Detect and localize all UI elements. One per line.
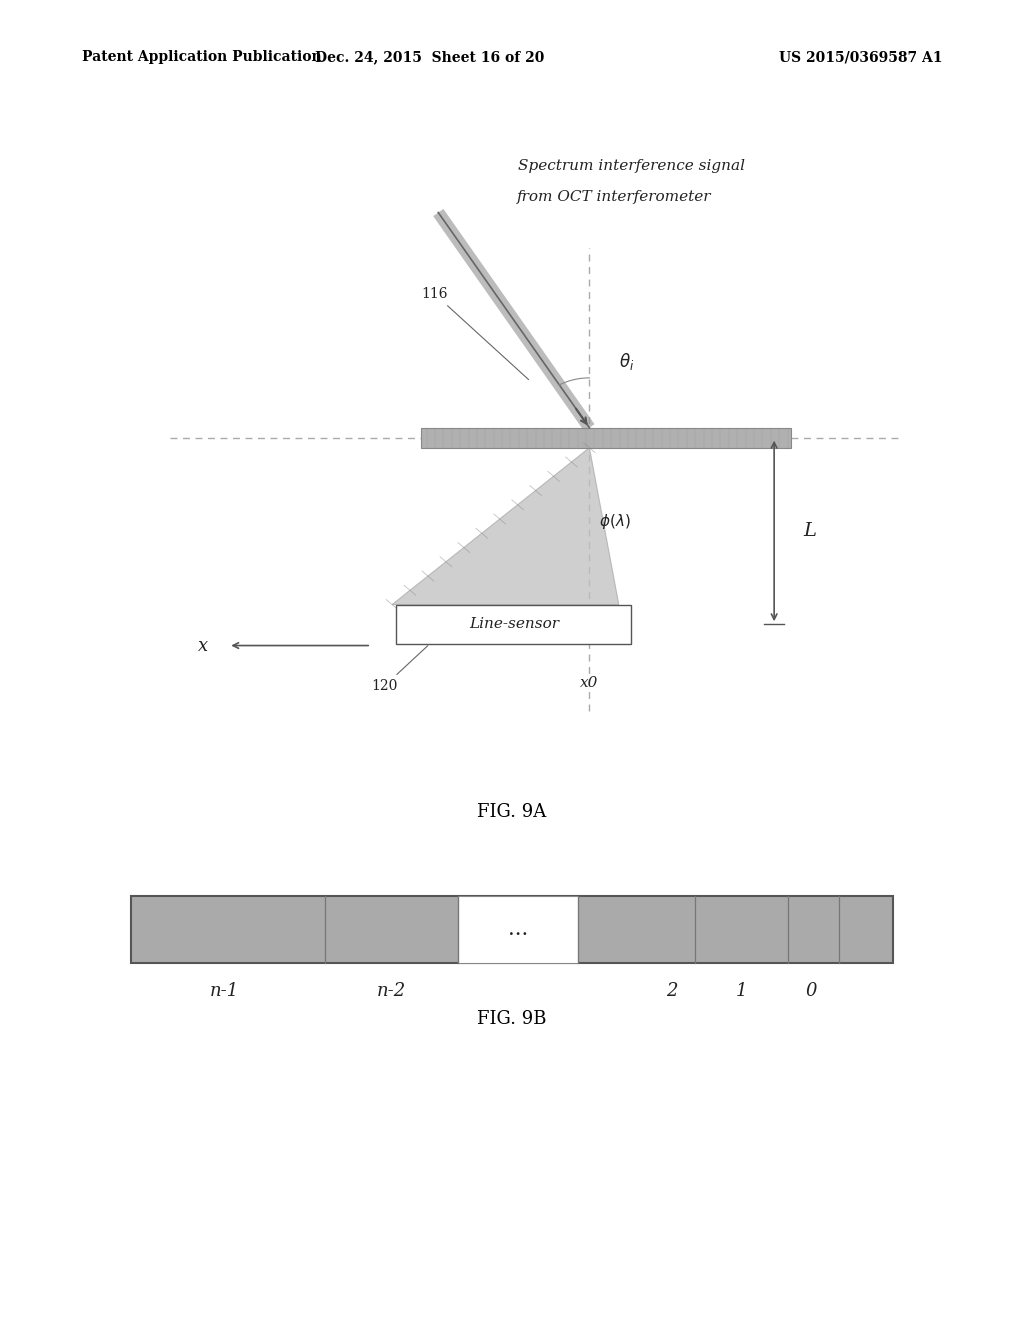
Text: from OCT interferometer: from OCT interferometer: [517, 190, 712, 203]
Text: Spectrum interference signal: Spectrum interference signal: [518, 160, 744, 173]
Polygon shape: [392, 447, 618, 605]
Text: Patent Application Publication: Patent Application Publication: [82, 50, 322, 65]
Bar: [131, 895, 893, 962]
Text: x0: x0: [581, 676, 599, 690]
Text: Line-sensor: Line-sensor: [469, 618, 559, 631]
Text: FIG. 9A: FIG. 9A: [477, 803, 547, 821]
Bar: [458, 895, 579, 962]
Text: 116: 116: [422, 286, 528, 380]
Text: 0: 0: [806, 982, 817, 999]
Text: 120: 120: [371, 645, 428, 693]
Text: L: L: [804, 521, 816, 540]
Text: n-2: n-2: [377, 982, 406, 999]
Text: 2: 2: [666, 982, 677, 999]
Text: US 2015/0369587 A1: US 2015/0369587 A1: [778, 50, 942, 65]
Bar: [422, 428, 791, 447]
Text: $\phi(\lambda)$: $\phi(\lambda)$: [599, 512, 631, 531]
Text: x: x: [198, 636, 208, 655]
Text: ...: ...: [508, 920, 528, 939]
Text: Dec. 24, 2015  Sheet 16 of 20: Dec. 24, 2015 Sheet 16 of 20: [315, 50, 545, 65]
Text: $\theta_i$: $\theta_i$: [618, 351, 634, 372]
Text: 1: 1: [736, 982, 748, 999]
Text: FIG. 9B: FIG. 9B: [477, 1010, 547, 1028]
Text: n-1: n-1: [210, 982, 239, 999]
Bar: [396, 605, 632, 644]
